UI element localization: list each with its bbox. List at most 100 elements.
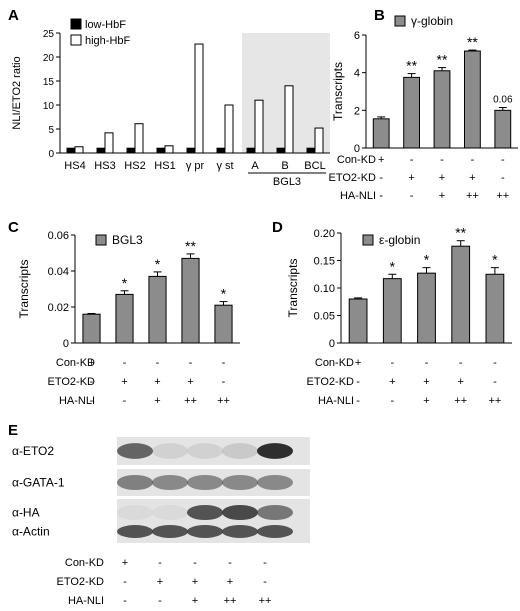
condition-mark: -: [156, 357, 160, 369]
panel-label: A: [8, 7, 19, 24]
y-tick-label: 25: [43, 29, 55, 40]
condition-mark: ++: [184, 395, 197, 407]
bar-low-hbf: [66, 147, 76, 154]
condition-label: HA-NLI: [318, 395, 354, 407]
condition-mark: -: [379, 190, 383, 202]
legend-label: BGL3: [112, 233, 143, 247]
bar: [403, 76, 421, 149]
significance-label: **: [467, 34, 478, 50]
condition-mark: +: [154, 376, 160, 388]
condition-mark: +: [122, 557, 128, 569]
group-label: BGL3: [273, 176, 301, 188]
panel-d-y-axis: 0 0.05 0.10 0.15 0.20: [314, 228, 342, 350]
x-tick-label: γ pr: [186, 160, 205, 172]
panel-label: B: [374, 7, 385, 24]
bar: [181, 257, 200, 344]
condition-mark: -: [193, 557, 197, 569]
y-tick-label: 5: [48, 125, 54, 136]
condition-mark: +: [187, 376, 193, 388]
condition-mark: ++: [259, 595, 272, 607]
bar-high-hbf: [74, 146, 84, 154]
y-tick-label: 15: [43, 77, 55, 88]
condition-mark: +: [121, 376, 127, 388]
blot-label: α-GATA-1: [12, 476, 65, 490]
blot-band: [187, 474, 223, 491]
condition-label: HA-NLI: [59, 395, 95, 407]
bar-low-hbf: [306, 147, 316, 154]
condition-mark: +: [457, 376, 463, 388]
bar: [451, 245, 471, 344]
bar-low-hbf: [276, 147, 286, 154]
bar: [494, 109, 512, 149]
condition-mark: ++: [454, 395, 467, 407]
significance-label: *: [492, 252, 498, 268]
condition-mark: +: [192, 595, 198, 607]
bar: [433, 70, 451, 149]
significance-label: *: [424, 252, 430, 268]
significance-label: *: [221, 286, 227, 302]
condition-mark: -: [501, 154, 505, 166]
condition-label: HA-NLI: [68, 595, 104, 607]
western-blot: α-ETO2 α-GATA-1 α-HA α-Actin: [12, 437, 310, 543]
condition-mark: -: [493, 357, 497, 369]
legend-label: ε-globin: [379, 233, 420, 247]
y-axis-label: NLI/ETO2 ratio: [11, 56, 23, 129]
y-tick-label: 0.06: [48, 230, 69, 242]
condition-mark: -: [390, 395, 394, 407]
bar-low-hbf: [156, 147, 166, 154]
blot-band: [222, 443, 258, 459]
x-tick-label: HS4: [64, 160, 85, 172]
condition-mark: -: [222, 357, 226, 369]
blot-band: [222, 525, 258, 538]
panel-a-y-axis: 0 5 10 15 20 25: [43, 29, 61, 160]
legend-swatch: [95, 234, 107, 246]
blot-label: α-ETO2: [12, 444, 54, 458]
condition-mark: +: [192, 576, 198, 588]
bar: [485, 273, 505, 344]
condition-mark: -: [222, 376, 226, 388]
legend-swatch-high: [70, 34, 82, 46]
condition-mark: +: [439, 172, 445, 184]
condition-mark: -: [123, 395, 127, 407]
bar: [148, 275, 167, 344]
condition-mark: ++: [466, 190, 479, 202]
legend-label: low-HbF: [85, 19, 126, 31]
bar-high-hbf: [194, 43, 204, 154]
legend-swatch: [394, 15, 406, 27]
significance-label: *: [155, 256, 161, 272]
significance-label: **: [185, 238, 196, 254]
blot-band: [117, 443, 153, 459]
legend-label: high-HbF: [85, 35, 131, 47]
condition-mark: +: [154, 395, 160, 407]
condition-label: ETO2-KD: [48, 376, 96, 388]
bar-high-hbf: [284, 85, 294, 154]
y-tick-label: 0.15: [314, 256, 335, 268]
condition-mark: +: [88, 357, 94, 369]
bar-low-hbf: [96, 147, 106, 154]
y-tick-label: 0.10: [314, 283, 335, 295]
condition-mark: -: [123, 595, 127, 607]
y-tick-label: 0: [354, 143, 360, 155]
y-tick-label: 4: [354, 68, 360, 80]
condition-mark: -: [123, 357, 127, 369]
bar-high-hbf: [104, 132, 114, 154]
y-axis-label: Transcripts: [331, 62, 345, 121]
bar-low-hbf: [216, 147, 226, 154]
blot-band: [222, 504, 258, 521]
bar: [348, 298, 368, 344]
blot-band: [257, 443, 293, 459]
condition-mark: ++: [217, 395, 230, 407]
bar: [115, 293, 134, 344]
y-tick-label: 0: [48, 149, 54, 160]
condition-mark: -: [440, 154, 444, 166]
condition-mark: -: [425, 357, 429, 369]
condition-mark: +: [378, 154, 384, 166]
condition-mark: +: [469, 172, 475, 184]
condition-label: Con-KD: [315, 357, 354, 369]
condition-label: Con-KD: [65, 557, 104, 569]
bar: [82, 313, 101, 344]
condition-mark: -: [189, 357, 193, 369]
blot-band: [117, 525, 153, 538]
x-tick-label: HS1: [154, 160, 175, 172]
